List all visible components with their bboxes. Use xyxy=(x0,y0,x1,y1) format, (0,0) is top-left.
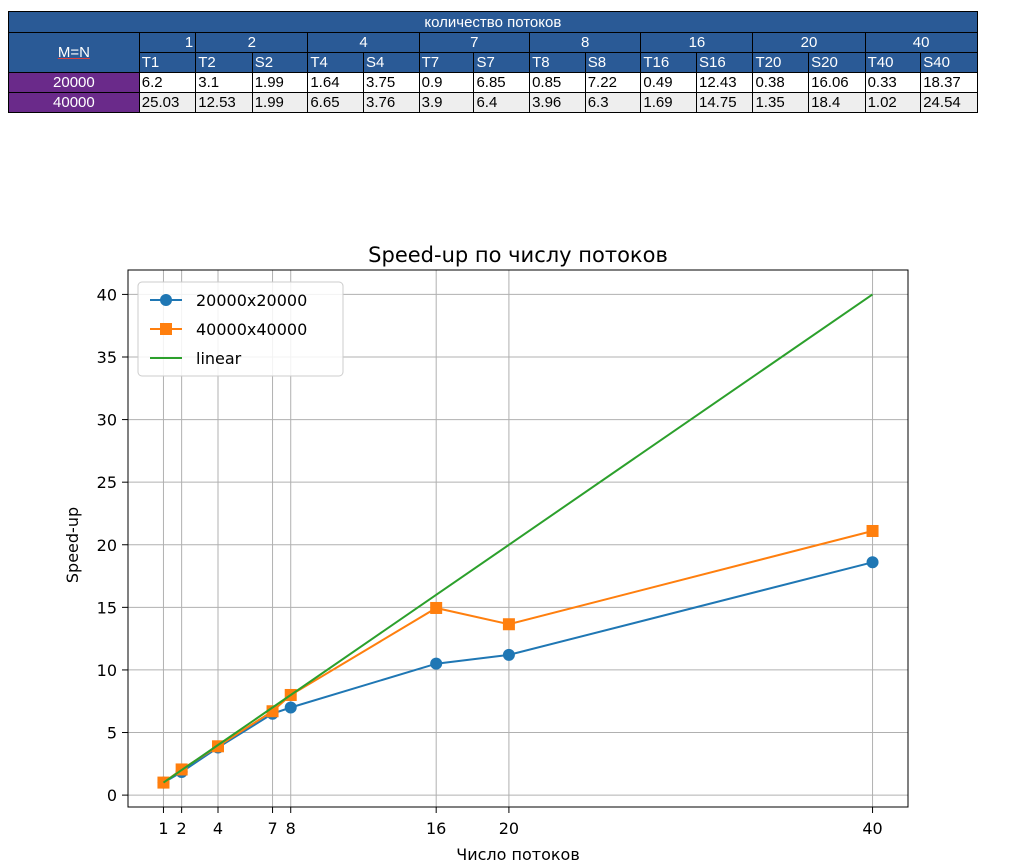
table-cell: 0.85 xyxy=(529,72,586,93)
data-point xyxy=(430,657,443,670)
y-tick-label: 15 xyxy=(97,598,117,617)
y-tick-label: 5 xyxy=(107,724,117,743)
legend-label: 20000x20000 xyxy=(196,291,307,310)
table-cell: 1.02 xyxy=(864,92,922,113)
table-cell: 3.76 xyxy=(362,92,420,113)
series-40000x40000 xyxy=(157,524,879,789)
data-point xyxy=(866,524,879,537)
series-linear xyxy=(162,293,874,784)
table-cell: 6.85 xyxy=(473,72,531,93)
y-tick-label: 35 xyxy=(97,348,117,367)
x-tick-label: 1 xyxy=(158,819,168,838)
data-point xyxy=(157,776,170,789)
plot-frame xyxy=(127,269,909,808)
sub-header: T4 xyxy=(307,52,364,73)
data-point xyxy=(502,618,515,631)
sub-header: T8 xyxy=(529,52,586,73)
chart-title: Speed-up по числу потоков xyxy=(368,243,668,267)
table-cell: 6.3 xyxy=(584,92,642,113)
legend-box xyxy=(137,281,344,377)
table-cell: 3.96 xyxy=(529,92,586,113)
thread-header-1: 1 xyxy=(138,32,197,53)
legend-swatch-marker xyxy=(160,323,172,335)
sub-header: T1 xyxy=(138,52,197,73)
sub-header: S40 xyxy=(920,52,978,73)
y-tick-label: 20 xyxy=(97,536,117,555)
table-title: количество потоков xyxy=(8,11,978,33)
y-tick-label: 30 xyxy=(97,411,117,430)
sub-header: S7 xyxy=(473,52,531,73)
table-cell: 0.9 xyxy=(418,72,475,93)
x-tick-label: 2 xyxy=(177,819,187,838)
legend-label: linear xyxy=(196,349,242,368)
table-cell: 14.75 xyxy=(695,92,754,113)
y-tick-label: 40 xyxy=(97,285,117,304)
axes xyxy=(127,269,909,808)
legend-item: 20000x20000 xyxy=(150,291,307,310)
y-tick-label: 0 xyxy=(107,786,117,805)
table-row: 40000 25.03 12.53 1.99 6.65 3.76 3.9 6.4… xyxy=(8,92,1030,113)
table-cell: 3.75 xyxy=(362,72,420,93)
sub-header: T40 xyxy=(864,52,922,73)
y-axis-label: Speed-up xyxy=(63,507,82,583)
table-cell: 3.1 xyxy=(195,72,253,93)
x-tick-label: 4 xyxy=(213,819,223,838)
legend: 20000x20000 40000x40000 linear xyxy=(137,281,344,377)
x-tick-label: 8 xyxy=(286,819,296,838)
tick-labels: 1 2 4 7 8 16 20 40 0 5 10 15 20 25 30 35 40 xyxy=(97,285,883,838)
x-tick-label: 20 xyxy=(499,819,519,838)
thread-header-4: 4 xyxy=(307,32,420,53)
legend-item: linear xyxy=(150,349,242,368)
table-cell: 24.54 xyxy=(920,92,978,113)
y-tick-label: 25 xyxy=(97,473,117,492)
sub-header: S4 xyxy=(362,52,420,73)
table-cell: 16.06 xyxy=(808,72,866,93)
table-cell: 1.69 xyxy=(640,92,697,113)
thread-header-7: 7 xyxy=(418,32,531,53)
table-cell: 6.65 xyxy=(307,92,364,113)
thread-header-20: 20 xyxy=(752,32,866,53)
x-tick-label: 16 xyxy=(426,819,446,838)
table-cell: 1.99 xyxy=(251,92,309,113)
data-point xyxy=(502,648,515,661)
legend-label: 40000x40000 xyxy=(196,320,307,339)
series-20000x20000 xyxy=(157,556,879,789)
table-cell: 0.33 xyxy=(864,72,922,93)
table-cell: 3.9 xyxy=(418,92,475,113)
sub-header: S16 xyxy=(695,52,754,73)
series-line xyxy=(162,530,873,784)
thread-header-16: 16 xyxy=(640,32,754,53)
sub-header: T16 xyxy=(640,52,697,73)
table-cell: 18.37 xyxy=(920,72,978,93)
data-point xyxy=(284,701,297,714)
table-cell: 18.4 xyxy=(808,92,866,113)
table-cell: 6.4 xyxy=(473,92,531,113)
table-cell: 12.43 xyxy=(695,72,754,93)
y-tick-label: 10 xyxy=(97,661,117,680)
series-line xyxy=(162,561,873,784)
data-point xyxy=(266,705,279,718)
table-cell: 1.35 xyxy=(752,92,810,113)
x-axis-label: Число потоков xyxy=(456,845,580,863)
x-tick-label: 40 xyxy=(862,819,882,838)
table-cell: 25.03 xyxy=(138,92,197,113)
row-label: 40000 xyxy=(8,92,140,113)
threads-table: количество потоков M=N 1 2 4 7 8 16 20 4… xyxy=(8,11,1030,113)
legend-swatch-marker xyxy=(160,294,172,306)
data-point xyxy=(430,601,443,614)
series-layer xyxy=(157,293,879,789)
table-cell: 12.53 xyxy=(195,92,253,113)
data-point xyxy=(866,556,879,569)
series-line xyxy=(162,293,874,784)
table-cell: 0.49 xyxy=(640,72,697,93)
x-tick-label: 7 xyxy=(267,819,277,838)
table-cell: 1.99 xyxy=(251,72,309,93)
legend-item: 40000x40000 xyxy=(150,320,307,339)
table-row: 20000 6.2 3.1 1.99 1.64 3.75 0.9 6.85 0.… xyxy=(8,72,1030,93)
row-label: 20000 xyxy=(8,72,140,93)
thread-header-40: 40 xyxy=(864,32,978,53)
